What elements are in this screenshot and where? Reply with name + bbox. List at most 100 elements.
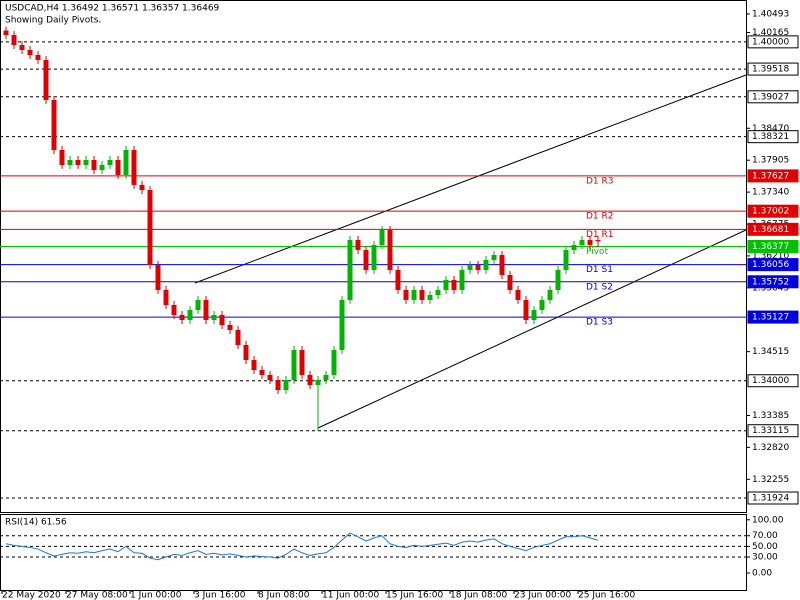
rsi-line [5, 532, 599, 561]
x-tick-label: 18 Jun 08:00 [450, 591, 507, 600]
level-box [747, 35, 799, 49]
candle-body [291, 350, 297, 381]
x-tick-label: 15 Jun 16:00 [386, 591, 443, 600]
x-tick-label: 22 May 2020 [2, 591, 61, 600]
y-tick-label: 1.36210 [752, 251, 789, 261]
pivot-name: Pivot [586, 247, 609, 257]
candle-body [467, 265, 473, 270]
level-box [747, 169, 799, 183]
level-box [747, 222, 799, 236]
y-tick-label: 1.40165 [752, 28, 789, 38]
candle-body [139, 184, 145, 191]
candle-body [299, 350, 305, 375]
level-label: 1.31924 [752, 493, 789, 503]
candle-body [579, 239, 585, 246]
candle-body [363, 249, 369, 270]
level-label: 1.35752 [752, 277, 789, 287]
candle-body [347, 239, 353, 300]
level-label: 1.39518 [752, 65, 789, 75]
level-label: 1.36681 [752, 225, 789, 235]
rsi-panel [0, 514, 747, 591]
candle-body [491, 255, 497, 260]
level-label: 1.37002 [752, 207, 789, 217]
x-tick-label: 27 May 08:00 [66, 591, 128, 600]
x-tick-label: 11 Jun 00:00 [322, 591, 379, 600]
x-tick-label: 23 Jun 00:00 [514, 591, 571, 600]
candle-body [563, 249, 569, 270]
candle-body [147, 190, 153, 266]
candle-body [371, 245, 377, 270]
pivot-name: D1 R3 [586, 176, 614, 186]
candle-body [339, 299, 345, 351]
candle-body [571, 245, 577, 250]
level-box [747, 275, 799, 289]
rsi-tick-label: 50.00 [752, 542, 778, 552]
candle-body [99, 164, 105, 171]
y-tick-label: 1.37905 [752, 156, 789, 166]
candle-body [499, 255, 505, 276]
candle-body [203, 299, 209, 321]
candle-body [587, 239, 593, 246]
candle-body [483, 259, 489, 270]
candle-body [107, 160, 113, 165]
candle-body [507, 275, 513, 290]
candle-body [307, 374, 313, 386]
candle-body [595, 239, 601, 242]
candle-body [539, 299, 545, 311]
y-tick-label: 1.38470 [752, 124, 789, 134]
candle-body [411, 289, 417, 300]
level-label: 1.40000 [752, 37, 789, 47]
candle-body [323, 374, 329, 381]
candle-body [27, 49, 33, 56]
level-box [747, 239, 799, 253]
candle-body [427, 295, 433, 300]
candle-body [547, 289, 553, 300]
rsi-title: RSI(14) 61.56 [5, 518, 67, 528]
candle-body [59, 150, 65, 165]
level-label: 1.39027 [752, 92, 789, 102]
candle-body [243, 344, 249, 361]
candle-body [211, 314, 217, 321]
candle-body [3, 30, 9, 36]
level-label: 1.38321 [752, 132, 789, 142]
candle-body [275, 380, 281, 391]
y-tick-label: 1.32820 [752, 443, 789, 453]
level-box [747, 62, 799, 76]
y-tick-label: 1.33385 [752, 411, 789, 421]
candle-body [75, 160, 81, 165]
pivot-name: D1 R2 [586, 212, 614, 222]
y-tick-label: 1.32255 [752, 475, 789, 485]
candle-body [51, 99, 57, 151]
candle-body [19, 45, 25, 50]
x-tick-label: 3 Jun 16:00 [194, 591, 246, 600]
y-tick-label: 1.40493 [752, 10, 789, 20]
x-tick-label: 25 Jun 16:00 [578, 591, 635, 600]
level-box [747, 491, 799, 505]
pivot-name: D1 S2 [586, 282, 613, 292]
candle-body [419, 289, 425, 300]
candle-body [179, 314, 185, 321]
candle-body [435, 289, 441, 296]
rsi-tick-label: 0.00 [752, 568, 772, 578]
candle-body [523, 299, 529, 321]
level-label: 1.34000 [752, 376, 789, 386]
candle-body [91, 160, 97, 171]
candle-body [355, 239, 361, 250]
pivot-name: D1 S3 [586, 318, 613, 328]
candle-body [227, 324, 233, 331]
x-tick-label: 1 Jun 00:00 [130, 591, 182, 600]
candle-body [459, 269, 465, 290]
rsi-tick-label: 100.00 [752, 515, 784, 525]
trend-line [194, 74, 747, 284]
level-box [747, 204, 799, 218]
candle-body [35, 55, 41, 60]
x-tick-label: 8 Jun 08:00 [258, 591, 310, 600]
candle-body [83, 160, 89, 165]
candle-body [515, 289, 521, 300]
level-box [747, 258, 799, 272]
pivot-name: D1 S1 [586, 265, 613, 275]
candle-body [171, 304, 177, 315]
level-label: 1.36056 [752, 260, 789, 270]
level-box [747, 310, 799, 324]
